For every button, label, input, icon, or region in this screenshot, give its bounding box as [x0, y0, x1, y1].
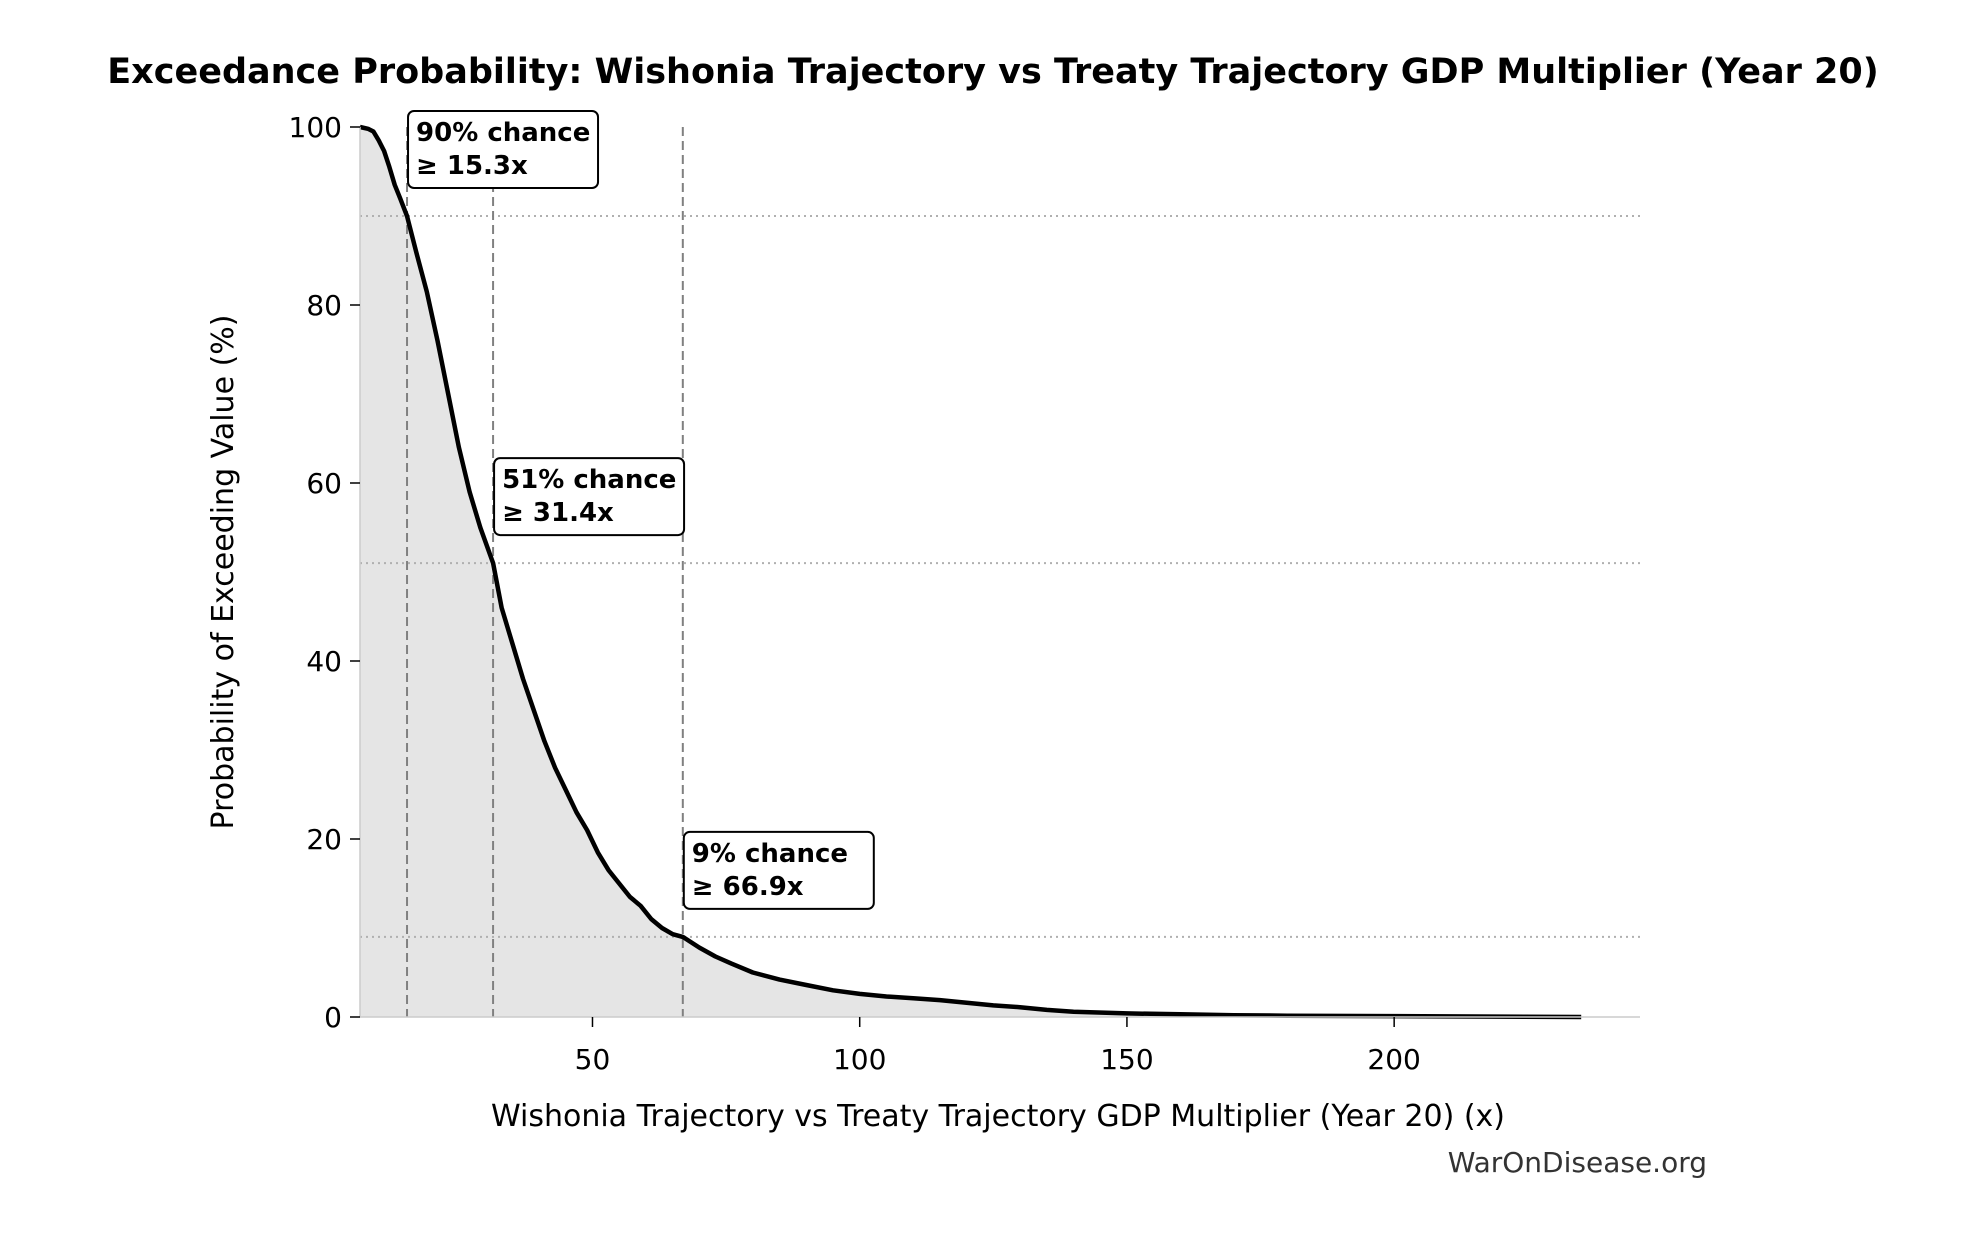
x-axis-ticks: 50 100 150 200 [575, 1017, 1421, 1076]
annotation-box-3 [682, 830, 875, 910]
exceedance-area-fill [360, 127, 1582, 1017]
y-tick-label-80: 80 [306, 289, 342, 322]
x-axis-label: Wishonia Trajectory vs Treaty Trajectory… [491, 1099, 1505, 1134]
x-tick-label-100: 100 [833, 1043, 886, 1076]
annotation-line1-2: 51% chance [502, 465, 676, 495]
y-axis-ticks: 0 20 40 60 80 100 [289, 111, 360, 1034]
threshold-guide-lines [406, 127, 684, 1017]
annotation-line1-3: 9% chance [692, 839, 848, 869]
y-tick-label-0: 0 [324, 1001, 342, 1034]
y-tick-label-100: 100 [289, 111, 342, 144]
threshold-annotations: 90% chance≥ 15.3x 51% chance≥ 31.4x 9% cha… [407, 110, 875, 910]
annotation-box-2 [493, 457, 686, 537]
annotation-1: 90% chance≥ 15.3x [407, 110, 600, 189]
x-tick-label-150: 150 [1100, 1043, 1153, 1076]
x-tick-label-200: 200 [1367, 1043, 1420, 1076]
annotation-2: 51% chance≥ 31.4x [493, 457, 686, 537]
exceedance-curve [359, 124, 1582, 1020]
plot-area: 0 20 40 60 80 100 50 100 150 200 90% chance≥ 15.… [289, 110, 1640, 1076]
annotation-box-1 [407, 110, 600, 189]
annotation-line2-1: ≥ 15.3x [416, 151, 528, 181]
y-tick-label-60: 60 [306, 467, 342, 500]
annotation-3: 9% chance≥ 66.9x [682, 830, 875, 910]
annotation-line1-1: 90% chance [416, 118, 590, 148]
annotation-line2-3: ≥ 66.9x [692, 872, 804, 902]
y-tick-label-40: 40 [306, 645, 342, 678]
chart-title: Exceedance Probability: Wishonia Traject… [107, 52, 1879, 92]
y-tick-label-20: 20 [306, 823, 342, 856]
y-axis-label: Probability of Exceeding Value (%) [206, 315, 241, 830]
watermark-text: WarOnDisease.org [1448, 1146, 1707, 1179]
x-tick-label-50: 50 [575, 1043, 611, 1076]
annotation-line2-2: ≥ 31.4x [502, 498, 614, 528]
